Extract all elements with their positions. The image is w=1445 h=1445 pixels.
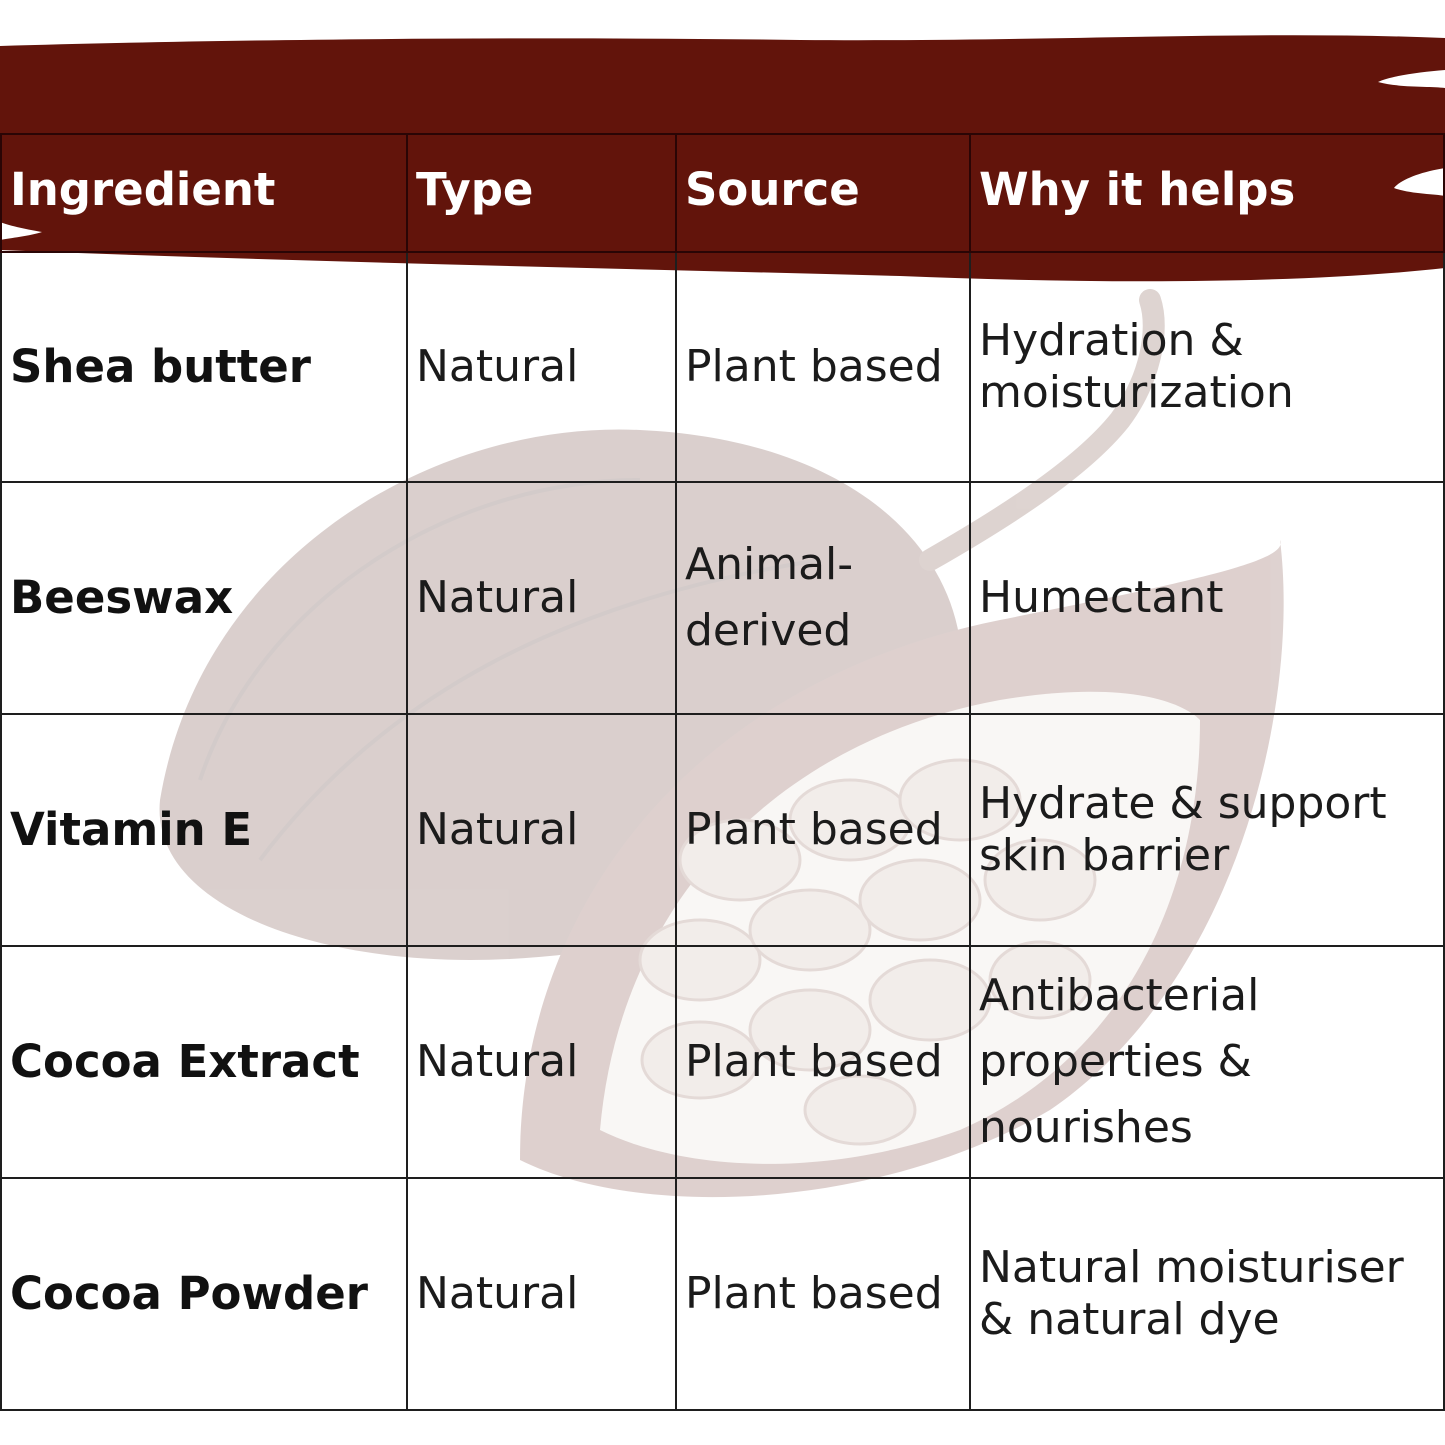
header-row: Ingredient Type Source Why it helps	[0, 133, 1445, 253]
source-cell: Plant based	[675, 945, 971, 1179]
type-cell: Natural	[406, 713, 677, 947]
ingredient-cell: Cocoa Powder	[0, 1177, 408, 1411]
type-cell: Natural	[406, 251, 677, 483]
why-cell: Hydrate & support skin barrier	[969, 713, 1445, 947]
table-row: Vitamin E Natural Plant based Hydrate & …	[0, 713, 1445, 947]
column-header-source: Source	[675, 133, 971, 253]
ingredients-table: Ingredient Type Source Why it helps Shea…	[0, 133, 1445, 1411]
source-cell: Plant based	[675, 1177, 971, 1411]
table-row: Shea butter Natural Plant based Hydratio…	[0, 251, 1445, 483]
table-row: Beeswax Natural Animal-derived Humectant	[0, 481, 1445, 715]
ingredient-cell: Beeswax	[0, 481, 408, 715]
column-header-why: Why it helps	[969, 133, 1445, 253]
table-row: Cocoa Powder Natural Plant based Natural…	[0, 1177, 1445, 1411]
ingredient-cell: Vitamin E	[0, 713, 408, 947]
type-cell: Natural	[406, 1177, 677, 1411]
column-header-type: Type	[406, 133, 677, 253]
column-header-ingredient: Ingredient	[0, 133, 408, 253]
type-cell: Natural	[406, 945, 677, 1179]
ingredient-cell: Cocoa Extract	[0, 945, 408, 1179]
why-cell: Humectant	[969, 481, 1445, 715]
source-cell: Animal-derived	[675, 481, 971, 715]
source-cell: Plant based	[675, 251, 971, 483]
ingredient-cell: Shea butter	[0, 251, 408, 483]
why-cell: Natural moisturiser & natural dye	[969, 1177, 1445, 1411]
source-cell: Plant based	[675, 713, 971, 947]
why-cell: Antibacterial properties & nourishes	[969, 945, 1445, 1179]
why-cell: Hydration & moisturization	[969, 251, 1445, 483]
type-cell: Natural	[406, 481, 677, 715]
table-row: Cocoa Extract Natural Plant based Antiba…	[0, 945, 1445, 1179]
